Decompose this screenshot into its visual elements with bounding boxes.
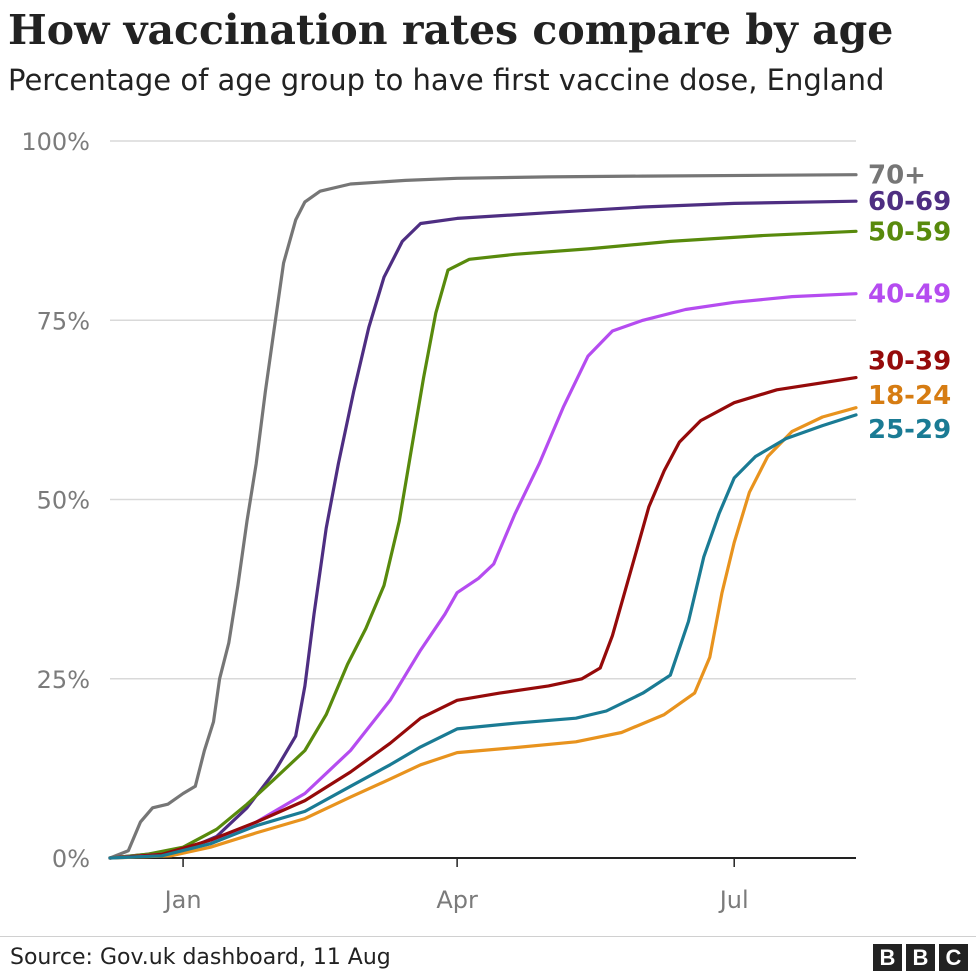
- bbc-logo: B B C: [873, 944, 968, 971]
- series-label-25-29: 25-29: [868, 415, 951, 445]
- series-line-60-69: [108, 199, 858, 860]
- y-tick-label: 25%: [37, 666, 90, 694]
- source-note: Source: Gov.uk dashboard, 11 Aug: [10, 945, 391, 970]
- bbc-logo-letter: B: [873, 944, 902, 971]
- y-tick-label: 50%: [37, 487, 90, 515]
- chart-title: How vaccination rates compare by age: [8, 6, 894, 54]
- y-tick-label: 100%: [21, 128, 90, 156]
- bbc-logo-letter: B: [906, 944, 935, 971]
- series-label-30-39: 30-39: [868, 346, 951, 376]
- series-lines: [108, 173, 858, 860]
- y-tick-label: 0%: [52, 845, 90, 873]
- series-line-25-29: [108, 413, 858, 860]
- y-tick-label: 75%: [37, 307, 90, 335]
- series-label-70+: 70+: [868, 161, 926, 191]
- series-line-18-24: [108, 406, 858, 860]
- gridlines: [110, 140, 856, 680]
- series-label-40-49: 40-49: [868, 280, 951, 310]
- series-line-40-49: [108, 292, 858, 860]
- bbc-logo-letter: C: [939, 944, 968, 971]
- x-tick-label: Jan: [163, 886, 202, 914]
- series-label-50-59: 50-59: [868, 217, 951, 247]
- chart-subtitle: Percentage of age group to have first va…: [8, 63, 885, 97]
- y-axis-tick-labels: 0% 25% 50% 75% 100%: [21, 128, 90, 873]
- series-label-18-24: 18-24: [868, 381, 951, 411]
- x-axis-ticks: Jan Apr Jul: [110, 857, 856, 914]
- x-tick-label: Apr: [436, 886, 478, 914]
- series-label-60-69: 60-69: [868, 187, 951, 217]
- footer: Source: Gov.uk dashboard, 11 Aug B B C: [0, 936, 976, 977]
- x-tick-label: Jul: [718, 886, 749, 914]
- series-line-30-39: [108, 376, 858, 860]
- series-line-50-59: [108, 229, 858, 860]
- series-line-70+: [108, 173, 858, 860]
